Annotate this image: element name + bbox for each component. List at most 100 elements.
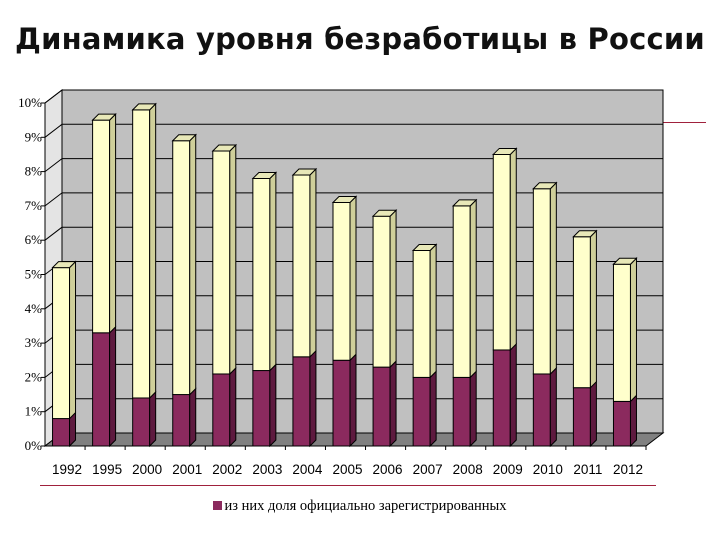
legend-swatch-registered: [213, 501, 223, 510]
bar-total-side: [349, 195, 357, 362]
x-tick-label: 2000: [132, 462, 162, 477]
y-tick-label: 9%: [25, 129, 43, 144]
gridline-side: [44, 158, 63, 172]
bar-registered-side: [389, 359, 397, 448]
bar-total-front: [252, 177, 271, 372]
x-tick-label: 2012: [613, 462, 643, 477]
x-tick-label: 2003: [252, 462, 282, 477]
bar-total-front: [372, 215, 391, 368]
bar-registered-side: [189, 387, 197, 448]
bar-registered-side: [149, 390, 157, 448]
bar-total-front: [412, 249, 431, 378]
x-tick-label: 2010: [533, 462, 563, 477]
bar-registered-front: [532, 373, 551, 447]
y-tick-label: 7%: [25, 198, 43, 213]
bar-registered-front: [212, 373, 231, 447]
bar-total-side: [469, 198, 477, 379]
x-tick-label: 2006: [373, 462, 403, 477]
bar-total-top: [51, 261, 77, 269]
y-tick-label: 1%: [25, 404, 43, 419]
bar-total-top: [572, 230, 598, 238]
bar-total-front: [132, 109, 151, 399]
gridline-side: [44, 123, 63, 138]
bar-total-front: [572, 236, 591, 389]
bar-total-side: [549, 181, 557, 376]
x-tick-label: 2002: [212, 462, 242, 477]
bar-total-side: [389, 208, 397, 369]
bar-total-top: [211, 144, 238, 152]
bar-total-side: [189, 133, 197, 396]
gridline-side: [44, 89, 63, 104]
bar-total-side: [69, 260, 77, 420]
bar-registered-front: [52, 418, 71, 447]
bar-total-front: [492, 153, 511, 351]
bar-registered-side: [589, 380, 597, 448]
bar-total-side: [629, 257, 637, 403]
bar-total-side: [429, 243, 437, 379]
y-tick-label: 4%: [25, 301, 43, 316]
y-tick-label: 5%: [25, 267, 43, 282]
bar-total-top: [451, 199, 478, 207]
accent-line-right: [662, 122, 706, 123]
bar-total-side: [229, 143, 237, 376]
bar-total-top: [411, 243, 438, 251]
bar-total-top: [492, 147, 518, 155]
y-tick-label: 10%: [18, 95, 42, 110]
bar-registered-front: [252, 370, 271, 447]
bar-total-side: [269, 171, 277, 372]
bar-total-front: [172, 140, 191, 396]
bar-total-side: [309, 167, 317, 359]
bar-total-front: [92, 119, 111, 334]
bar-registered-side: [549, 366, 557, 448]
gridline-side: [44, 192, 63, 207]
bar-total-top: [251, 171, 278, 179]
bar-registered-front: [132, 397, 151, 447]
bar-registered-side: [629, 394, 637, 448]
bar-total-top: [612, 257, 638, 265]
x-tick-label: 2008: [453, 462, 483, 477]
y-tick-label: 6%: [25, 232, 43, 247]
chart-legend: из них доля официально зарегистрированны…: [0, 498, 720, 515]
x-tick-label: 2005: [332, 462, 362, 477]
bar-registered-side: [429, 370, 437, 448]
bar-registered-side: [509, 342, 517, 448]
bar-registered-front: [372, 366, 391, 447]
x-tick-label: 2007: [413, 462, 443, 477]
bar-registered-side: [229, 366, 237, 448]
bar-registered-side: [109, 325, 117, 448]
x-tick-label: 1995: [92, 462, 122, 477]
y-tick-label: 2%: [25, 369, 43, 384]
bar-total-top: [331, 195, 358, 203]
bar-total-side: [149, 102, 157, 400]
bar-total-front: [52, 267, 71, 420]
bar-total-front: [452, 205, 471, 378]
x-tick-label: 2004: [292, 462, 323, 477]
bar-total-front: [212, 150, 231, 375]
x-tick-label: 2001: [172, 462, 202, 477]
bar-total-side: [589, 229, 597, 389]
bar-total-front: [292, 174, 311, 358]
bar-total-top: [91, 113, 117, 121]
bar-total-front: [532, 188, 551, 375]
bar-registered-side: [309, 349, 317, 448]
accent-line-bottom: [40, 485, 656, 486]
bar-total-front: [612, 263, 631, 402]
x-tick-label: 1992: [52, 462, 82, 477]
bar-total-top: [291, 168, 318, 176]
bar-registered-front: [412, 376, 431, 447]
bar-registered-side: [269, 363, 277, 448]
bar-registered-front: [452, 376, 471, 447]
gridline-side: [44, 226, 63, 241]
bar-registered-side: [349, 353, 357, 448]
bar-total-top: [532, 182, 558, 190]
bar-registered-front: [172, 394, 191, 447]
bar-registered-front: [332, 359, 351, 447]
y-tick-label: 8%: [25, 164, 43, 179]
bar-registered-front: [292, 356, 311, 447]
bar-registered-front: [92, 332, 111, 447]
bar-registered-side: [469, 370, 477, 448]
legend-label-registered: из них доля официально зарегистрированны…: [224, 498, 507, 514]
y-tick-label: 3%: [25, 335, 43, 350]
bar-total-top: [131, 103, 157, 111]
